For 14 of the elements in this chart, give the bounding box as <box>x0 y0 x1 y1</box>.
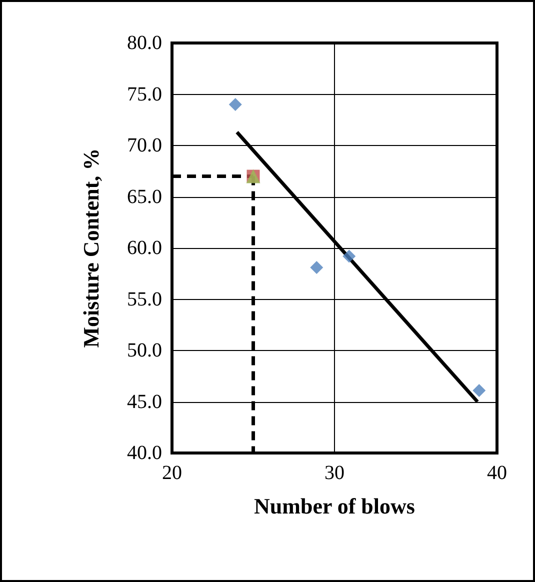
x-axis-title: Number of blows <box>254 494 416 518</box>
y-tick-label: 50.0 <box>127 340 162 362</box>
x-tick-label: 40 <box>487 462 507 484</box>
y-tick-label: 45.0 <box>127 390 162 413</box>
y-tick-label: 55.0 <box>127 288 162 310</box>
x-tick-label: 20 <box>162 462 182 484</box>
y-tick-label: 65.0 <box>127 186 162 208</box>
y-tick-label: 40.0 <box>127 442 162 464</box>
x-tick-label: 30 <box>324 462 344 484</box>
y-tick-label: 60.0 <box>127 237 162 259</box>
y-tick-label: 75.0 <box>127 83 162 106</box>
y-tick-label: 70.0 <box>127 134 162 156</box>
y-tick-label: 80.0 <box>127 32 162 54</box>
y-axis-title: Moisture Content, % <box>78 148 104 348</box>
